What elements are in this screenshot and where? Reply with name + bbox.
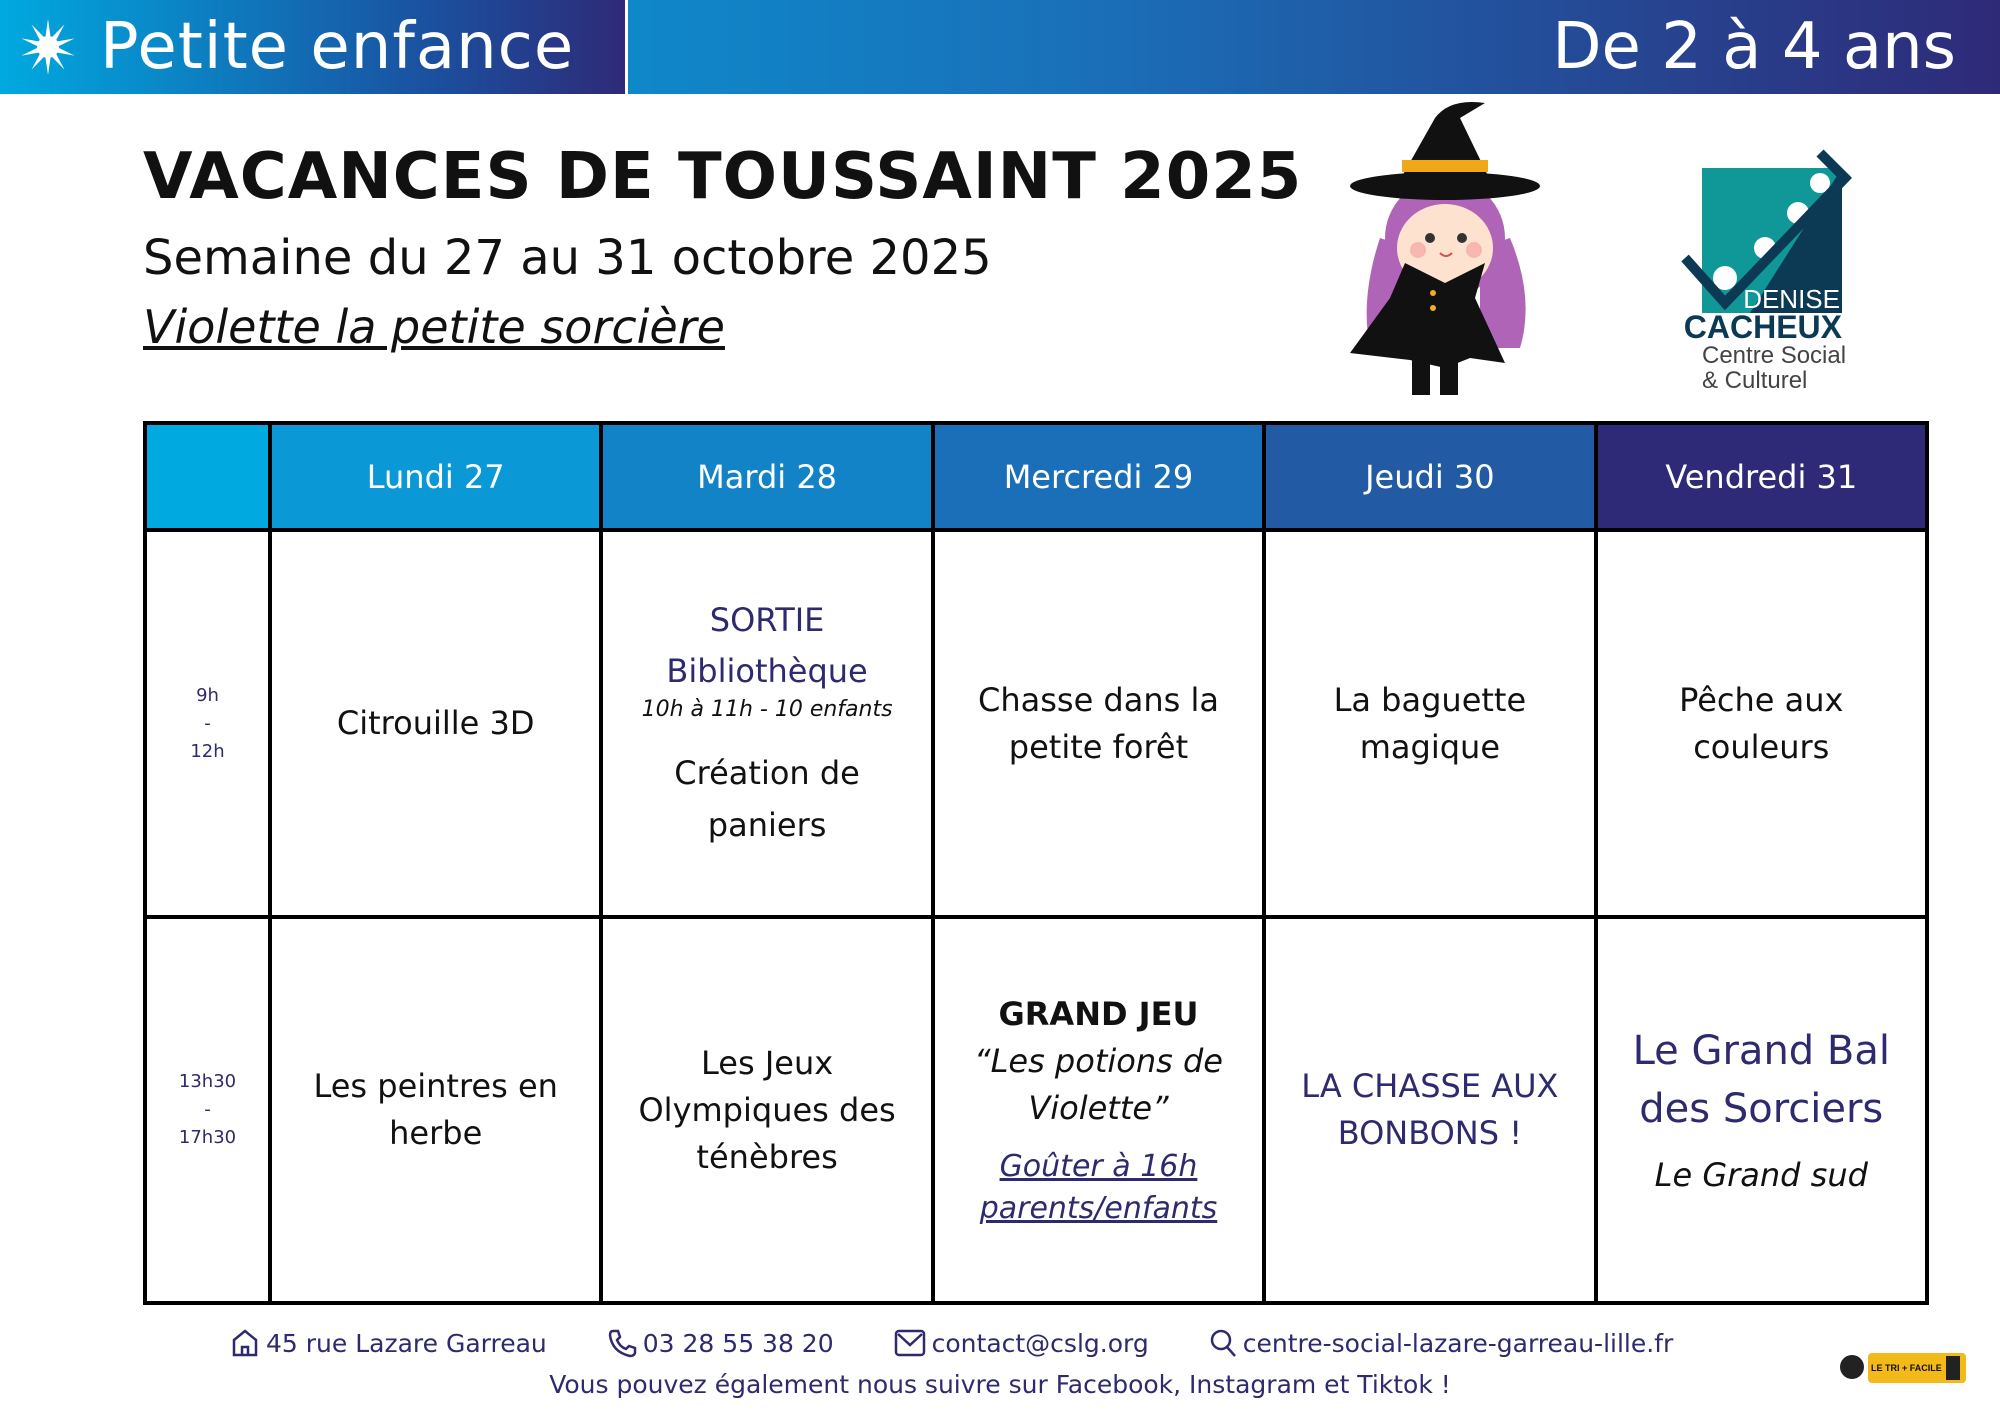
activity-line: Le Grand Bal des Sorciers — [1632, 1027, 1890, 1132]
week-subtitle: Semaine du 27 au 31 octobre 2025 — [143, 230, 992, 286]
page-title: VACANCES DE TOUSSAINT 2025 — [143, 140, 1303, 214]
website-text[interactable]: centre-social-lazare-garreau-lille.fr — [1242, 1328, 1674, 1358]
header-row: Lundi 27 Mardi 28 Mercredi 29 Jeudi 30 V… — [143, 421, 1930, 532]
search-icon — [1210, 1329, 1236, 1357]
day-header: Lundi 27 — [267, 421, 604, 532]
activity-cell: Les peintres en herbe — [267, 915, 604, 1305]
activity-cell: SORTIE Bibliothèque 10h à 11h - 10 enfan… — [599, 528, 935, 919]
home-icon — [232, 1329, 258, 1357]
logo-line3: Centre Social — [1702, 342, 1846, 369]
address: 45 rue Lazare Garreau — [230, 1328, 547, 1358]
website[interactable]: centre-social-lazare-garreau-lille.fr — [1209, 1328, 1674, 1358]
email[interactable]: contact@cslg.org — [894, 1328, 1149, 1358]
activity-line: GRAND JEU — [998, 994, 1199, 1033]
time-start: 9h — [196, 684, 219, 706]
morning-row: 9h - 12h Citrouille 3D SORTIE Bibliothèque… — [143, 528, 1930, 919]
phone-text[interactable]: 03 28 55 38 20 — [642, 1328, 834, 1358]
activity-cell: GRAND JEU “Les potions de Violette” Goût… — [930, 915, 1267, 1305]
time-cell: 9h - 12h — [143, 528, 272, 919]
mail-icon — [894, 1329, 925, 1357]
time-end: 17h30 — [178, 1127, 237, 1148]
activity-link: Goûter à 16h parents/enfants — [979, 1148, 1218, 1226]
afternoon-row: 13h30 - 17h30 Les peintres en herbe Les Je… — [143, 915, 1930, 1305]
logo-line2: CACHEUX — [1684, 309, 1843, 345]
day-header: Mercredi 29 — [930, 421, 1267, 532]
activity-cell: Citrouille 3D — [267, 528, 604, 919]
phone[interactable]: 03 28 55 38 20 — [607, 1328, 834, 1358]
activity-line: Bibliothèque — [666, 651, 868, 690]
day-header: Mardi 28 — [599, 421, 935, 532]
contact-bar: 45 rue Lazare Garreau 03 28 55 38 20 con… — [230, 1328, 1790, 1358]
age-range: De 2 à 4 ans — [1552, 10, 1956, 84]
email-text[interactable]: contact@cslg.org — [931, 1328, 1149, 1358]
star-icon — [20, 19, 76, 75]
day-header: Vendredi 31 — [1593, 421, 1930, 532]
time-separator: - — [204, 1099, 211, 1120]
time-cell: 13h30 - 17h30 — [143, 915, 272, 1305]
corner-cell — [143, 421, 272, 532]
activity-line: “Les potions de Violette” — [973, 1041, 1223, 1127]
logo-line4: & Culturel — [1702, 367, 1807, 394]
category-box: Petite enfance — [0, 0, 628, 94]
day-header: Jeudi 30 — [1262, 421, 1598, 532]
activity-detail: 10h à 11h - 10 enfants — [641, 696, 893, 722]
theme-title: Violette la petite sorcière — [143, 300, 725, 354]
tri-facile-badge: LE TRI + FACILE — [1840, 1353, 1966, 1383]
activity-cell: Le Grand Bal des Sorciers Le Grand sud — [1593, 915, 1930, 1305]
activity-line: Création de paniers — [674, 753, 860, 844]
activity-line: SORTIE — [709, 600, 825, 639]
top-banner: Petite enfance De 2 à 4 ans — [0, 0, 2000, 94]
activity-cell: Pêche aux couleurs — [1593, 528, 1930, 919]
denise-cacheux-logo: DENISE CACHEUX Centre Social & Culturel — [1681, 149, 1852, 394]
witch-illustration — [1350, 102, 1540, 395]
badge-text: LE TRI + FACILE — [1871, 1363, 1942, 1373]
address-text: 45 rue Lazare Garreau — [266, 1328, 547, 1358]
social-note: Vous pouvez également nous suivre sur Fa… — [549, 1370, 1451, 1399]
activity-cell: Les Jeux Olympiques des ténèbres — [599, 915, 935, 1305]
time-start: 13h30 — [178, 1071, 237, 1092]
phone-icon — [608, 1329, 637, 1358]
activity-cell: LA CHASSE AUX BONBONS ! — [1262, 915, 1598, 1305]
logo-line1: DENISE — [1743, 284, 1840, 314]
schedule-table: Lundi 27 Mardi 28 Mercredi 29 Jeudi 30 V… — [143, 421, 1930, 1305]
category-label: Petite enfance — [100, 10, 575, 84]
activity-location: Le Grand sud — [1654, 1155, 1868, 1194]
time-separator: - — [204, 712, 211, 734]
activity-cell: Chasse dans la petite forêt — [930, 528, 1267, 919]
time-end: 12h — [190, 740, 225, 762]
activity-cell: La baguette magique — [1262, 528, 1598, 919]
